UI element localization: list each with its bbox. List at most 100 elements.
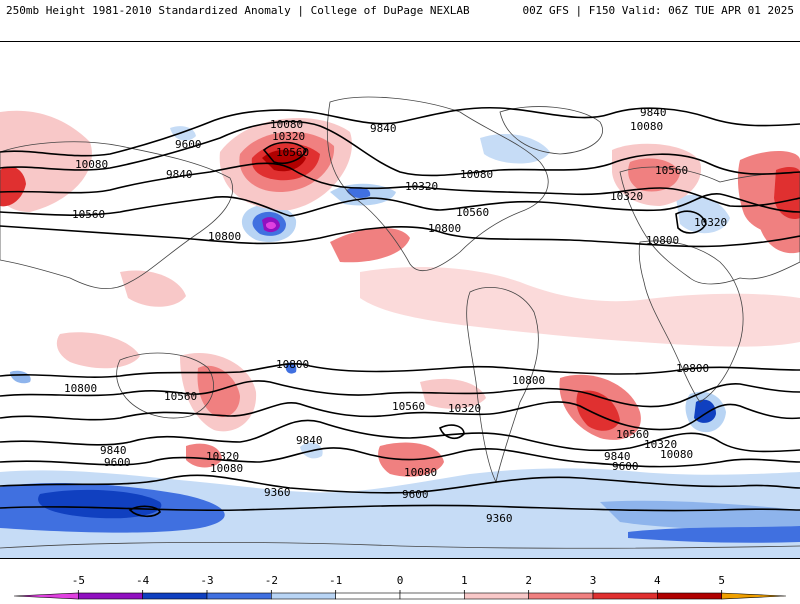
indian-ocean-ridge bbox=[56, 332, 140, 369]
colorbar-bin bbox=[335, 592, 401, 600]
colorbar-bin bbox=[13, 592, 79, 600]
colorbar-bin bbox=[528, 592, 594, 600]
alaska-ridge-core bbox=[262, 149, 306, 172]
colorbar-tick-label: 3 bbox=[590, 574, 597, 587]
colorbar-tick-label: 1 bbox=[461, 574, 468, 587]
contour-label: 10800 bbox=[512, 374, 545, 387]
australia-outline bbox=[116, 352, 214, 419]
colorbar-tick-label: -4 bbox=[136, 574, 150, 587]
contour-label: 9840 bbox=[166, 168, 193, 181]
negative-anomaly-fill bbox=[0, 126, 800, 558]
colorbar-bin bbox=[464, 592, 529, 600]
contour-label: 9600 bbox=[175, 138, 202, 151]
asia-outline bbox=[0, 141, 233, 289]
contour-label: 10080 bbox=[630, 120, 663, 133]
contour-label: 10080 bbox=[270, 118, 303, 131]
contour-label: 10560 bbox=[616, 428, 649, 441]
colorbar-tick-label: -3 bbox=[200, 574, 213, 587]
contour-label: 10080 bbox=[660, 448, 693, 461]
map-panel: 10080 10320 10560 9840 9600 10080 9840 1… bbox=[0, 41, 800, 559]
antarctica-outline bbox=[0, 541, 800, 549]
colorbar-tick-label: -2 bbox=[265, 574, 278, 587]
contour-label: 10800 bbox=[428, 222, 461, 235]
north-america-outline bbox=[326, 96, 549, 272]
contour-label: 9360 bbox=[486, 512, 513, 525]
indian-ocean-west-blue bbox=[10, 370, 31, 384]
contour-10080-south bbox=[0, 419, 800, 453]
hudson-bay-blue bbox=[480, 133, 550, 164]
contour-label: 10560 bbox=[276, 146, 309, 159]
contour-10080-north bbox=[0, 120, 800, 177]
contour-10560-south bbox=[0, 380, 800, 408]
colorbar: -5 -4 -3 -2 -1 0 1 2 3 4 5 bbox=[0, 570, 800, 600]
europe-ridge-mid bbox=[628, 158, 680, 192]
contour-label: 10080 bbox=[404, 466, 437, 479]
contour-label: 10320 bbox=[206, 450, 239, 463]
contour-label: 10320 bbox=[405, 180, 438, 193]
south-america-outline bbox=[466, 287, 539, 484]
colorbar-tick-label: 4 bbox=[654, 574, 661, 587]
east-australia-ridge-mid bbox=[197, 365, 240, 418]
contour-closed-low-europe bbox=[675, 210, 707, 234]
contour-label: 9360 bbox=[264, 486, 291, 499]
model-valid-time: 00Z GFS | F150 Valid: 06Z TUE APR 01 202… bbox=[522, 4, 794, 17]
antarctic-blue-strip bbox=[628, 526, 800, 543]
contour-label: 9600 bbox=[104, 456, 131, 469]
anomaly-map: 10080 10320 10560 9840 9600 10080 9840 1… bbox=[0, 42, 800, 558]
contour-9600 bbox=[0, 474, 800, 494]
eurasia-west-outline bbox=[619, 166, 800, 285]
contour-label: 10080 bbox=[460, 168, 493, 181]
colorbar-tick-label: 2 bbox=[525, 574, 532, 587]
contour-label: 9840 bbox=[100, 444, 127, 457]
south-atlantic-blue bbox=[468, 479, 600, 506]
contour-label: 9840 bbox=[640, 106, 667, 119]
russia-ridge-east-core bbox=[774, 166, 800, 220]
contour-10320-north bbox=[0, 162, 800, 208]
contour-10560-north bbox=[0, 193, 800, 217]
map-title: 250mb Height 1981-2010 Standardized Anom… bbox=[6, 4, 470, 17]
contour-label: 10320 bbox=[644, 438, 677, 451]
contour-label: 9600 bbox=[402, 488, 429, 501]
colorbar-tick-label: 5 bbox=[718, 574, 725, 587]
colorbar-tick-label: 0 bbox=[397, 574, 404, 587]
colorbar-bin bbox=[657, 592, 722, 600]
colorbar-bin bbox=[142, 592, 208, 600]
contour-label: 10800 bbox=[276, 358, 309, 371]
contour-label: 10080 bbox=[210, 462, 243, 475]
colorbar-scale: -5 -4 -3 -2 -1 0 1 2 3 4 5 bbox=[13, 574, 787, 600]
colorbar-bin bbox=[399, 592, 465, 600]
contour-label: 10800 bbox=[676, 362, 709, 375]
contour-label: 10800 bbox=[646, 234, 679, 247]
colorbar-tick-label: -5 bbox=[72, 574, 85, 587]
contour-labels: 10080 10320 10560 9840 9600 10080 9840 1… bbox=[64, 106, 727, 525]
contour-label: 10320 bbox=[272, 130, 305, 143]
contour-10320-south bbox=[0, 401, 800, 431]
contour-label: 10560 bbox=[655, 164, 688, 177]
contour-9360 bbox=[0, 504, 800, 512]
southern-ocean-low-east bbox=[600, 500, 800, 531]
contour-label: 10560 bbox=[72, 208, 105, 221]
contour-9840 bbox=[0, 447, 800, 468]
contour-closed-south-pacific bbox=[128, 505, 161, 518]
contour-closed-ridge bbox=[262, 141, 307, 165]
central-pacific-red bbox=[330, 227, 410, 263]
contour-label: 10800 bbox=[208, 230, 241, 243]
contour-label: 9840 bbox=[604, 450, 631, 463]
colorbar-bin bbox=[271, 592, 336, 600]
tasman-ridge bbox=[186, 443, 222, 468]
colorbar-bin bbox=[592, 592, 658, 600]
contour-label: 10560 bbox=[392, 400, 425, 413]
contour-label: 10320 bbox=[694, 216, 727, 229]
contour-label: 9600 bbox=[612, 460, 639, 473]
contour-9840-north bbox=[0, 106, 800, 157]
contour-label: 10320 bbox=[610, 190, 643, 203]
contour-closed-south-atlantic bbox=[438, 424, 465, 440]
colorbar-bin bbox=[721, 592, 787, 600]
height-contours bbox=[0, 106, 800, 518]
contour-label: 10560 bbox=[164, 390, 197, 403]
eurasia-ridge-core bbox=[0, 166, 26, 207]
contour-10800-south bbox=[0, 363, 800, 378]
colorbar-bin bbox=[206, 592, 272, 600]
contour-label: 10560 bbox=[456, 206, 489, 219]
southern-blue-band bbox=[0, 468, 800, 558]
